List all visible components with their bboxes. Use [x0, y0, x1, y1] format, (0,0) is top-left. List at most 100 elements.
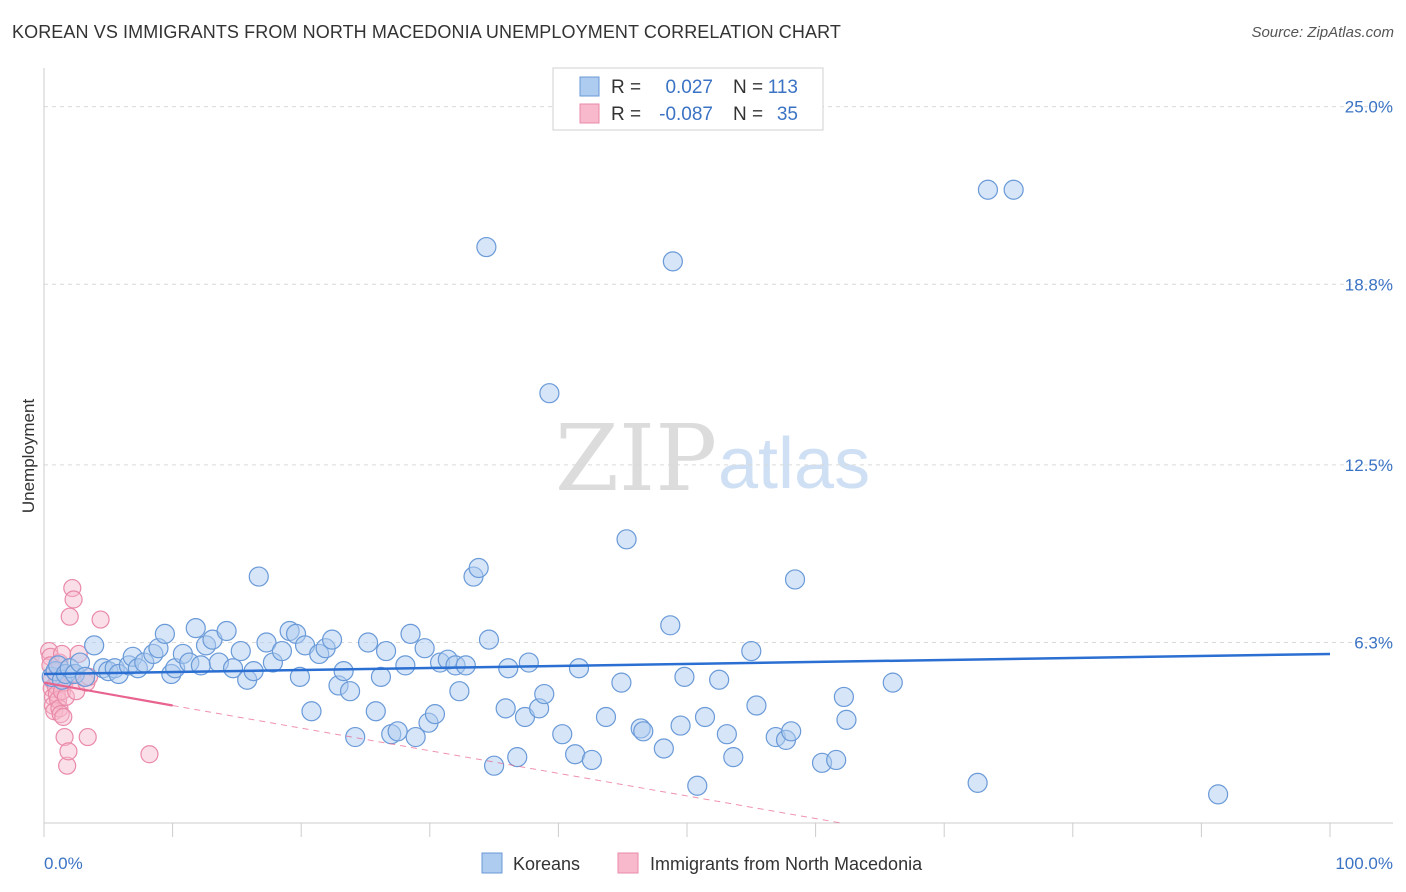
blue-point-8	[75, 666, 96, 687]
blue-point-108	[833, 686, 854, 708]
blue-point-110	[882, 672, 903, 693]
x-tick-label-1: 100.0%	[1335, 854, 1393, 873]
blue-point-83	[568, 658, 590, 679]
bottom-legend: Koreans Immigrants from North Macedonia	[481, 852, 923, 874]
pink-point-33	[91, 610, 110, 629]
blue-point-48	[333, 661, 354, 682]
x-tick-label-0: 0.0%	[44, 854, 83, 873]
legend-swatch-pink	[579, 103, 600, 124]
blue-point-9	[84, 635, 105, 656]
blue-point-74	[498, 658, 519, 679]
blue-point-84	[581, 749, 602, 771]
trend-lines	[43, 652, 1331, 824]
trend-line-macedonia-dashed	[172, 705, 842, 824]
blue-point-104	[781, 721, 802, 742]
blue-point-62	[424, 704, 446, 725]
pink-point-27	[64, 590, 83, 609]
blue-point-92	[662, 251, 683, 272]
chart-source: Source: ZipAtlas.com	[1251, 24, 1394, 41]
blue-point-32	[230, 640, 251, 662]
bottom-legend-swatch-pink	[617, 852, 639, 874]
blue-point-36	[256, 632, 277, 653]
blue-point-90	[653, 738, 674, 759]
pink-point-31	[78, 727, 97, 747]
blue-point-70	[476, 236, 497, 258]
blue-point-94	[674, 666, 695, 687]
blue-point-25	[185, 618, 206, 639]
blue-point-50	[345, 726, 366, 748]
blue-point-35	[248, 566, 269, 587]
blue-point-96	[694, 706, 716, 728]
legend-n-value-2: 35	[777, 104, 798, 125]
blue-point-114	[1208, 784, 1229, 805]
blue-point-73	[495, 698, 516, 719]
pink-point-22	[58, 756, 77, 775]
bottom-legend-swatch-blue	[481, 852, 503, 874]
x-tick-labels: 0.0% 100.0%	[44, 854, 1393, 873]
blue-point-69	[468, 557, 489, 579]
legend-r-label-1: R =	[611, 77, 641, 98]
blue-point-60	[414, 638, 435, 659]
pink-point-15	[51, 705, 70, 724]
blue-point-66	[449, 681, 470, 702]
blue-point-105	[784, 569, 806, 590]
blue-point-43	[301, 701, 322, 722]
y-tick-label-3: 25.0%	[1345, 98, 1393, 117]
blue-point-99	[723, 746, 744, 768]
pink-point-34	[140, 745, 159, 764]
y-tick-label-1: 12.5%	[1345, 456, 1393, 475]
blue-point-41	[289, 666, 311, 687]
blue-point-31	[222, 658, 244, 679]
blue-point-79	[534, 683, 555, 705]
pink-point-23	[59, 742, 78, 761]
blue-point-20	[154, 623, 175, 644]
legend-n-value-1: 113	[768, 77, 798, 98]
trend-line-koreans	[43, 652, 1331, 676]
blue-point-93	[670, 715, 691, 736]
legend-n-label-1: N =	[733, 77, 763, 98]
bottom-legend-label-macedonia: Immigrants from North Macedonia	[650, 854, 923, 874]
blue-point-95	[687, 775, 708, 796]
blue-point-81	[552, 724, 573, 745]
blue-point-82	[565, 744, 586, 765]
blue-point-52	[365, 701, 386, 722]
blue-point-112	[1003, 179, 1024, 200]
bottom-legend-label-koreans: Koreans	[513, 854, 580, 874]
blue-point-97	[709, 669, 730, 690]
blue-point-100	[741, 640, 762, 662]
watermark-atlas: atlas	[718, 424, 870, 504]
blue-point-80	[539, 383, 560, 404]
blue-point-53	[370, 666, 392, 687]
pink-point-24	[60, 607, 79, 626]
blue-point-57	[395, 655, 416, 676]
blue-point-38	[271, 640, 293, 662]
blue-point-98	[716, 724, 737, 745]
blue-point-30	[216, 620, 237, 642]
blue-point-107	[826, 749, 847, 771]
trend-line-macedonia	[43, 681, 173, 707]
y-tick-label-0: 6.3%	[1354, 633, 1393, 652]
blue-point-75	[507, 746, 528, 768]
legend-r-label-2: R =	[611, 104, 641, 125]
blue-point-101	[746, 695, 767, 716]
blue-point-86	[611, 672, 632, 693]
blue-point-67	[455, 655, 476, 676]
series-blue-points	[41, 179, 1229, 805]
chart-title: KOREAN VS IMMIGRANTS FROM NORTH MACEDONI…	[12, 22, 841, 42]
blue-point-49	[339, 681, 361, 702]
legend: R = 0.027 N = 113 R = -0.087 N = 35	[552, 67, 824, 131]
blue-point-51	[357, 632, 379, 653]
blue-point-72	[484, 755, 505, 776]
y-tick-label-2: 18.8%	[1345, 275, 1393, 294]
blue-point-58	[400, 623, 421, 644]
legend-r-value-1: 0.027	[665, 77, 713, 98]
legend-swatch-blue	[579, 76, 600, 97]
grid-lines	[44, 106, 1393, 643]
legend-r-value-2: -0.087	[659, 104, 713, 125]
blue-point-87	[616, 529, 637, 550]
blue-point-56	[387, 721, 408, 742]
pink-point-18	[54, 707, 73, 727]
blue-point-109	[836, 709, 857, 730]
blue-point-71	[478, 629, 500, 650]
